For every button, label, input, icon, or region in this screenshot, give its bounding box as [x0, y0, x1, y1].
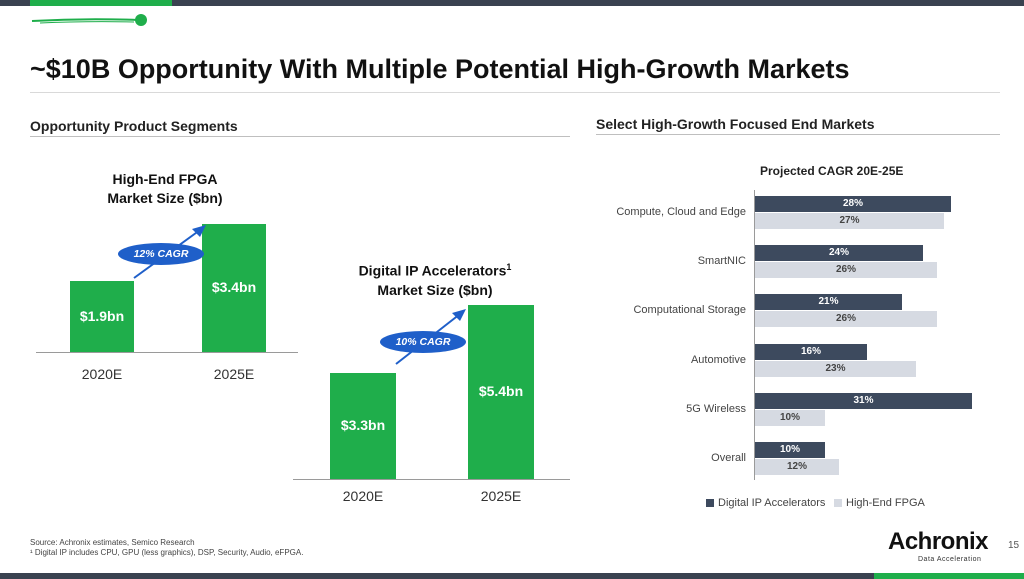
- fpga-xlabel-2020E: 2020E: [81, 366, 123, 382]
- dip-cagr-bar: [755, 294, 902, 311]
- right-section-heading: Select High-Growth Focused End Markets: [596, 116, 875, 132]
- fpga-cagr-bar: [755, 459, 839, 475]
- fpga-value-2025E: $3.4bn: [211, 279, 257, 295]
- page-number: 15: [1008, 540, 1020, 551]
- top-green-accent: [30, 0, 172, 6]
- dip-cagr-label: 10%: [779, 444, 800, 455]
- cagr-category-label: Compute, Cloud and Edge: [616, 206, 746, 218]
- fpga-cagr-bar: [755, 360, 916, 377]
- fpga-xlabel-2025E: 2025E: [213, 366, 255, 382]
- cagr-category-label: Computational Storage: [633, 304, 746, 317]
- dip-xlabel-2025E: 2025E: [480, 488, 522, 504]
- fpga-cagr-bar: [755, 262, 937, 279]
- fpga-cagr-label: 26%: [835, 264, 856, 276]
- dip-bar-2020E: [330, 373, 396, 479]
- left-section-rule: [30, 136, 570, 137]
- dip-cagr-label: 28%: [842, 198, 863, 209]
- top-accent-bar: [0, 0, 1024, 6]
- title-divider: [30, 92, 1000, 93]
- logo-tagline: Data Acceleration: [918, 556, 982, 563]
- dip-cagr-bar: [755, 442, 825, 458]
- cagr-category-label: Automotive: [690, 353, 746, 366]
- dip-cagr-bar: [755, 196, 951, 212]
- cagr-category-label: Overall: [711, 452, 746, 464]
- dip-xlabel-2020E: 2020E: [342, 488, 384, 504]
- fpga-bar-2020E: [70, 281, 134, 352]
- cagr-category-label: SmartNIC: [697, 255, 746, 268]
- dip-cagr-label: 31%: [853, 394, 874, 406]
- dip-chart-title-line2: Market Size ($bn): [377, 281, 493, 298]
- fpga-cagr-label: 10%: [779, 411, 800, 423]
- dip-value-2020E: $3.3bn: [340, 417, 386, 433]
- fpga-cagr-bar: [755, 409, 825, 426]
- dip-chart-title-line1: Digital IP Accelerators: [358, 262, 507, 279]
- dip-cagr-bar: [755, 343, 867, 360]
- page-title: ~$10B Opportunity With Multiple Potentia…: [30, 54, 850, 84]
- legend-label-fpga: High-End FPGA: [846, 497, 925, 509]
- cagr-chart-axis: [754, 190, 755, 480]
- cagr-category-label: 5G Wireless: [686, 402, 746, 415]
- fpga-cagr-label: 26%: [835, 313, 856, 325]
- right-section-rule: [596, 134, 1000, 135]
- fpga-cagr-badge: 12% CAGR: [118, 243, 204, 265]
- legend-swatch-fpga: [834, 499, 842, 508]
- digital-ip-footnote: ¹ Digital IP includes CPU, GPU (less gra…: [30, 548, 304, 557]
- fpga-cagr-bar: [755, 311, 937, 328]
- cagr-chart-title: Projected CAGR 20E-25E: [760, 164, 904, 178]
- dip-cagr-label: 21%: [818, 296, 839, 308]
- dip-cagr-badge: 10% CAGR: [380, 331, 466, 353]
- bottom-accent-bar: [0, 573, 1024, 579]
- source-footnote: Source: Achronix estimates, Semico Resea…: [30, 538, 195, 547]
- achronix-logo: Achronix: [888, 528, 989, 555]
- fpga-baseline: [36, 352, 298, 353]
- fpga-cagr-label: 23%: [825, 362, 846, 374]
- dip-bar-2025E: [468, 305, 534, 479]
- bottom-green-accent: [874, 573, 1024, 579]
- fpga-value-2020E: $1.9bn: [79, 307, 125, 324]
- dip-value-2025E: $5.4bn: [478, 383, 524, 399]
- fpga-chart-title-line1: High-End FPGA: [112, 171, 218, 187]
- dip-baseline: [293, 479, 570, 480]
- fpga-cagr-label: 12%: [786, 461, 807, 472]
- dip-chart-title: Digital IP Accelerators1 Market Size ($b…: [330, 258, 540, 300]
- decorative-swoosh-icon: [31, 14, 147, 26]
- fpga-chart-title-line2: Market Size ($bn): [107, 190, 223, 206]
- fpga-cagr-bar: [755, 213, 944, 229]
- legend-label-dip: Digital IP Accelerators: [718, 497, 826, 509]
- cagr-legend-fpga: High-End FPGA: [834, 497, 925, 509]
- dip-cagr-label: 24%: [828, 247, 849, 259]
- fpga-bar-2025E: [202, 224, 266, 352]
- cagr-legend-dip: Digital IP Accelerators: [706, 497, 825, 509]
- fpga-chart-title: High-End FPGA Market Size ($bn): [80, 170, 250, 208]
- dip-cagr-bar: [755, 245, 923, 262]
- left-section-heading: Opportunity Product Segments: [30, 118, 238, 134]
- dip-cagr-bar: [755, 392, 972, 409]
- dip-cagr-label: 16%: [800, 345, 821, 357]
- fpga-cagr-label: 27%: [839, 215, 860, 226]
- legend-swatch-dip: [706, 499, 714, 508]
- dip-chart-footnote-mark: 1: [506, 262, 512, 272]
